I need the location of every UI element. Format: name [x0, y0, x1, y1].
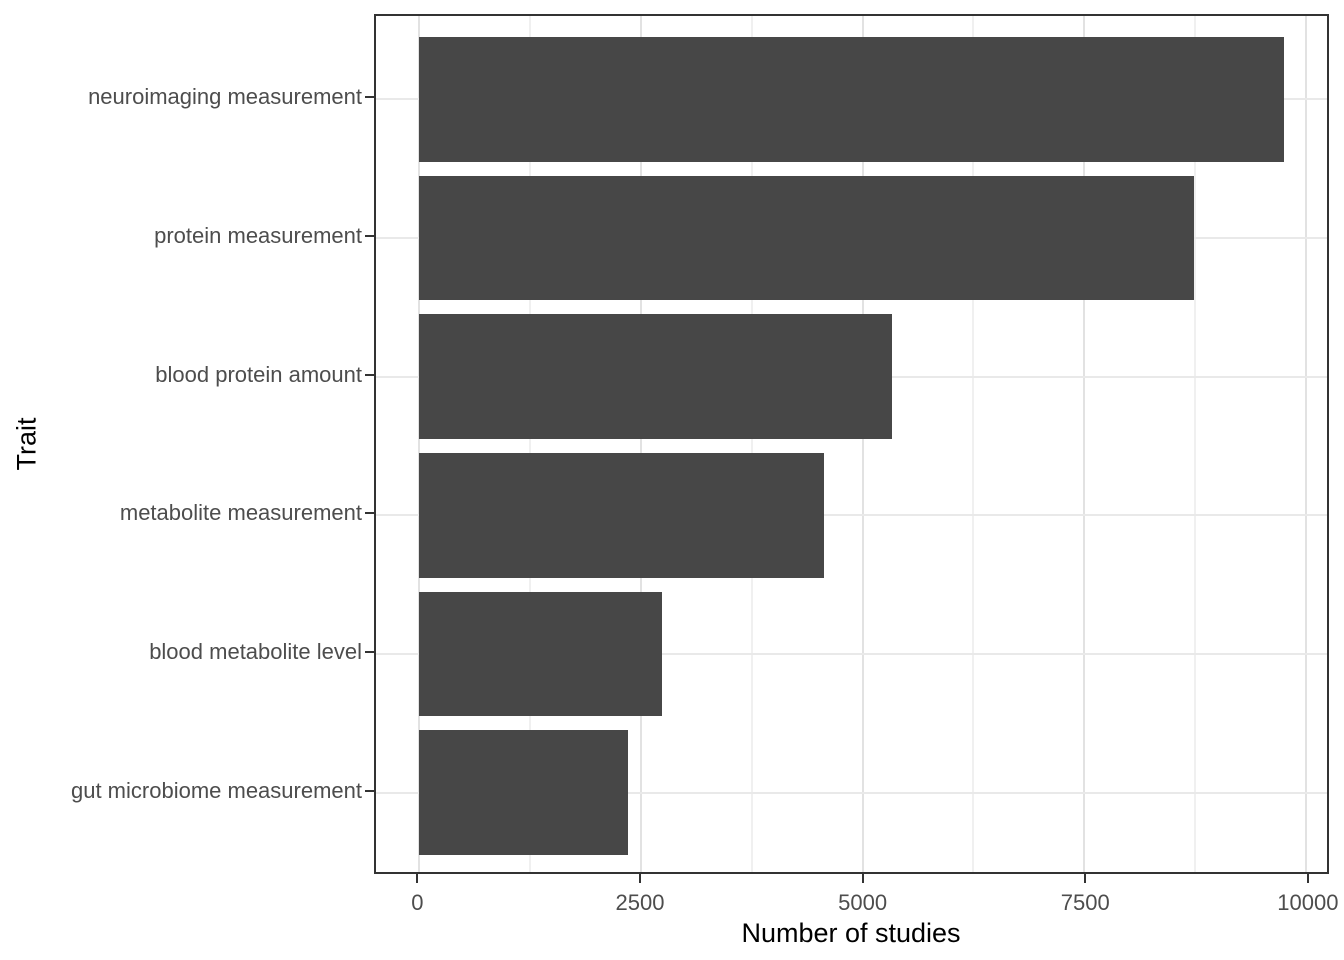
y-axis: neuroimaging measurement protein measurem…	[0, 14, 374, 874]
bar	[419, 175, 1195, 301]
x-tick-mark	[1084, 874, 1087, 883]
bar	[419, 314, 892, 440]
y-tick-label: blood protein amount	[155, 361, 362, 387]
major-gridline	[418, 16, 421, 872]
bar	[419, 591, 663, 717]
x-tick-label: 2500	[615, 890, 665, 915]
minor-gridline	[972, 16, 975, 872]
bar	[419, 730, 628, 856]
y-tick-mark	[365, 96, 374, 99]
category-gridline	[376, 653, 1327, 656]
x-tick-label: 10000	[1277, 890, 1339, 915]
y-tick-label: metabolite measurement	[119, 500, 362, 526]
minor-gridline	[750, 16, 753, 872]
major-gridline	[639, 16, 642, 872]
y-tick-mark	[365, 789, 374, 792]
category-gridline	[376, 791, 1327, 794]
x-axis: 0 2500 5000 7500 10000	[374, 874, 1338, 960]
y-tick-mark	[365, 234, 374, 237]
x-tick-label: 5000	[838, 890, 888, 915]
y-tick-mark	[365, 651, 374, 654]
major-gridline	[1304, 16, 1307, 872]
minor-gridline	[529, 16, 532, 872]
x-axis-title: Number of studies	[741, 918, 961, 948]
y-tick-label: blood metabolite level	[149, 639, 362, 665]
minor-gridline	[1194, 16, 1197, 872]
category-gridline	[376, 514, 1327, 517]
y-tick-label: protein measurement	[154, 222, 362, 248]
y-tick-label: neuroimaging measurement	[88, 84, 362, 110]
y-tick-mark	[365, 373, 374, 376]
x-tick-mark	[416, 874, 419, 883]
x-tick-mark	[861, 874, 864, 883]
y-tick-label: gut microbiome measurement	[70, 777, 362, 803]
plot-panel	[374, 14, 1329, 874]
major-gridline	[1083, 16, 1086, 872]
bar	[419, 452, 824, 578]
bar	[419, 36, 1284, 162]
major-gridline	[861, 16, 864, 872]
x-tick-label: 0	[411, 890, 424, 915]
x-tick-mark	[639, 874, 642, 883]
x-tick-mark	[1306, 874, 1309, 883]
x-tick-label: 7500	[1060, 890, 1110, 915]
y-tick-mark	[365, 512, 374, 515]
